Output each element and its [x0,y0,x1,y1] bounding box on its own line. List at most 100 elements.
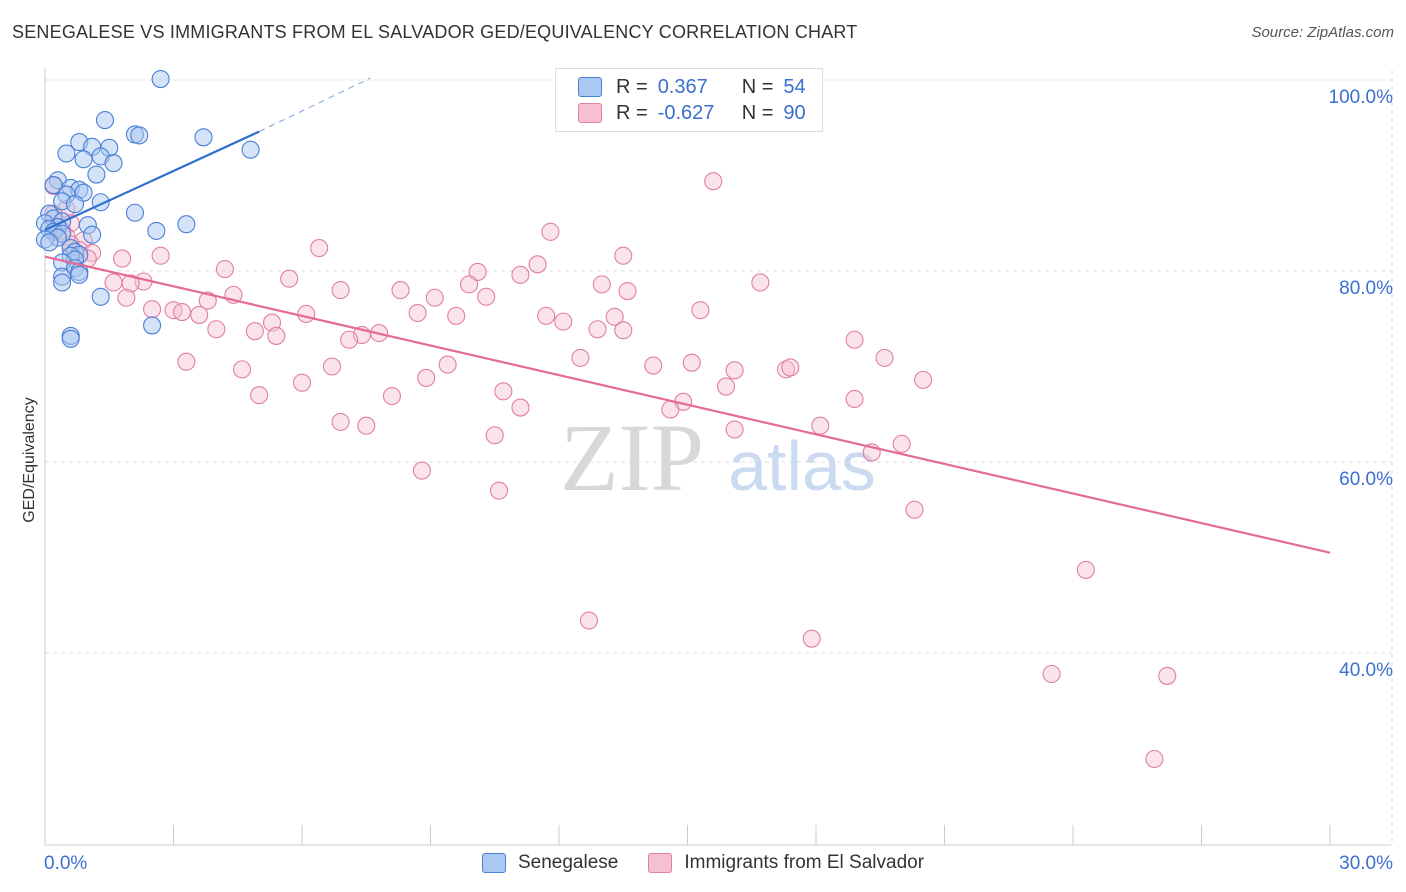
point-el-salvador [331,281,350,300]
point-el-salvador [614,321,633,340]
point-el-salvador [391,281,410,300]
gridlines [45,70,1393,845]
point-el-salvador [340,330,359,349]
point-el-salvador [447,306,466,325]
legend-label-el-salvador: Immigrants from El Salvador [684,852,925,873]
point-el-salvador [914,370,933,389]
legend-swatch-blue [481,853,506,873]
chart-title: SENEGALESE VS IMMIGRANTS FROM EL SALVADO… [12,22,858,42]
legend-row-senegalese: R = 0.367 N = 54 [578,74,806,100]
series-senegalese [35,69,260,348]
legend-item-senegalese: Senegalese [481,852,618,874]
point-senegalese [70,265,89,284]
x-tick-label: 0.0% [44,853,87,874]
point-el-salvador [682,353,701,372]
point-el-salvador [310,239,329,258]
point-el-salvador [468,262,487,282]
point-el-salvador [644,356,663,375]
series-immigrants-el-salvador [44,172,1177,769]
legend-r-value: 0.367 [657,75,708,98]
point-el-salvador [751,273,770,292]
point-el-salvador [571,348,590,367]
point-el-salvador [459,275,479,294]
point-el-salvador [1042,664,1061,684]
point-el-salvador [438,355,457,374]
point-el-salvador [232,360,252,379]
watermark-zip: ZIP [560,404,704,511]
point-el-salvador [417,368,436,388]
y-tick-label: 80.0% [1339,278,1393,299]
y-tick-label: 60.0% [1339,469,1393,490]
point-el-salvador [177,352,196,371]
point-el-salvador [113,249,132,268]
trend-lines [44,77,1331,554]
trend-line-el-salvador [44,255,1331,554]
x-tick-label: 30.0% [1339,853,1393,874]
point-el-salvador [494,382,513,401]
watermark-atlas: atlas [728,427,876,505]
point-senegalese [53,273,72,292]
legend-r-label: R = [616,75,648,98]
axes [44,68,1392,846]
point-el-salvador [811,416,830,435]
legend-item-el-salvador: Immigrants from El Salvador [648,852,924,874]
point-el-salvador [554,312,573,331]
legend-n-label: N = [741,101,774,124]
point-el-salvador [357,416,376,435]
tick-labels: 40.0% 60.0% 80.0% 100.0% 0.0% 30.0% [44,87,1393,874]
legend-r-label: R = [616,101,648,124]
point-el-salvador [661,400,680,419]
point-el-salvador [875,348,894,367]
point-el-salvador [408,303,427,323]
legend-n-value: 90 [783,101,806,124]
point-el-salvador [292,373,312,392]
legend-n-value: 54 [783,75,806,98]
point-el-salvador [541,222,560,241]
point-el-salvador [412,461,431,480]
point-el-salvador [151,246,170,265]
point-el-salvador [382,387,402,406]
point-el-salvador [905,500,924,519]
point-el-salvador [331,412,350,431]
point-el-salvador [207,320,226,339]
point-senegalese [83,225,102,244]
point-senegalese [44,176,63,195]
point-el-salvador [592,275,611,294]
point-senegalese [125,203,144,222]
point-senegalese [57,144,76,163]
point-el-salvador [511,398,530,417]
y-tick-label: 100.0% [1329,87,1394,108]
point-el-salvador [190,305,209,324]
point-el-salvador [781,358,800,377]
trend-extension-senegalese [258,77,371,133]
point-senegalese [177,215,196,234]
point-el-salvador [588,320,607,339]
point-el-salvador [297,304,316,324]
point-senegalese [241,140,260,159]
point-el-salvador [485,426,504,445]
point-senegalese [91,287,110,306]
legend-row-el-salvador: R = -0.627 N = 90 [578,100,806,126]
point-el-salvador [267,326,286,345]
point-el-salvador [143,300,162,319]
legend-n-label: N = [741,75,774,98]
point-el-salvador [845,389,864,409]
point-senegalese [104,154,123,173]
point-senegalese [95,111,115,130]
point-el-salvador [477,287,496,306]
point-senegalese [194,128,213,147]
point-el-salvador [892,434,911,453]
point-el-salvador [725,361,744,380]
point-el-salvador [117,288,136,307]
legend-swatch-pink [578,103,602,123]
point-el-salvador [579,611,599,630]
point-el-salvador [425,288,444,307]
point-el-salvador [1076,560,1095,579]
point-senegalese [147,221,166,240]
legend-swatch-blue [578,77,602,97]
point-el-salvador [511,265,530,284]
point-el-salvador [322,357,342,376]
legend-r-value: -0.627 [657,101,715,124]
point-el-salvador [691,301,710,320]
